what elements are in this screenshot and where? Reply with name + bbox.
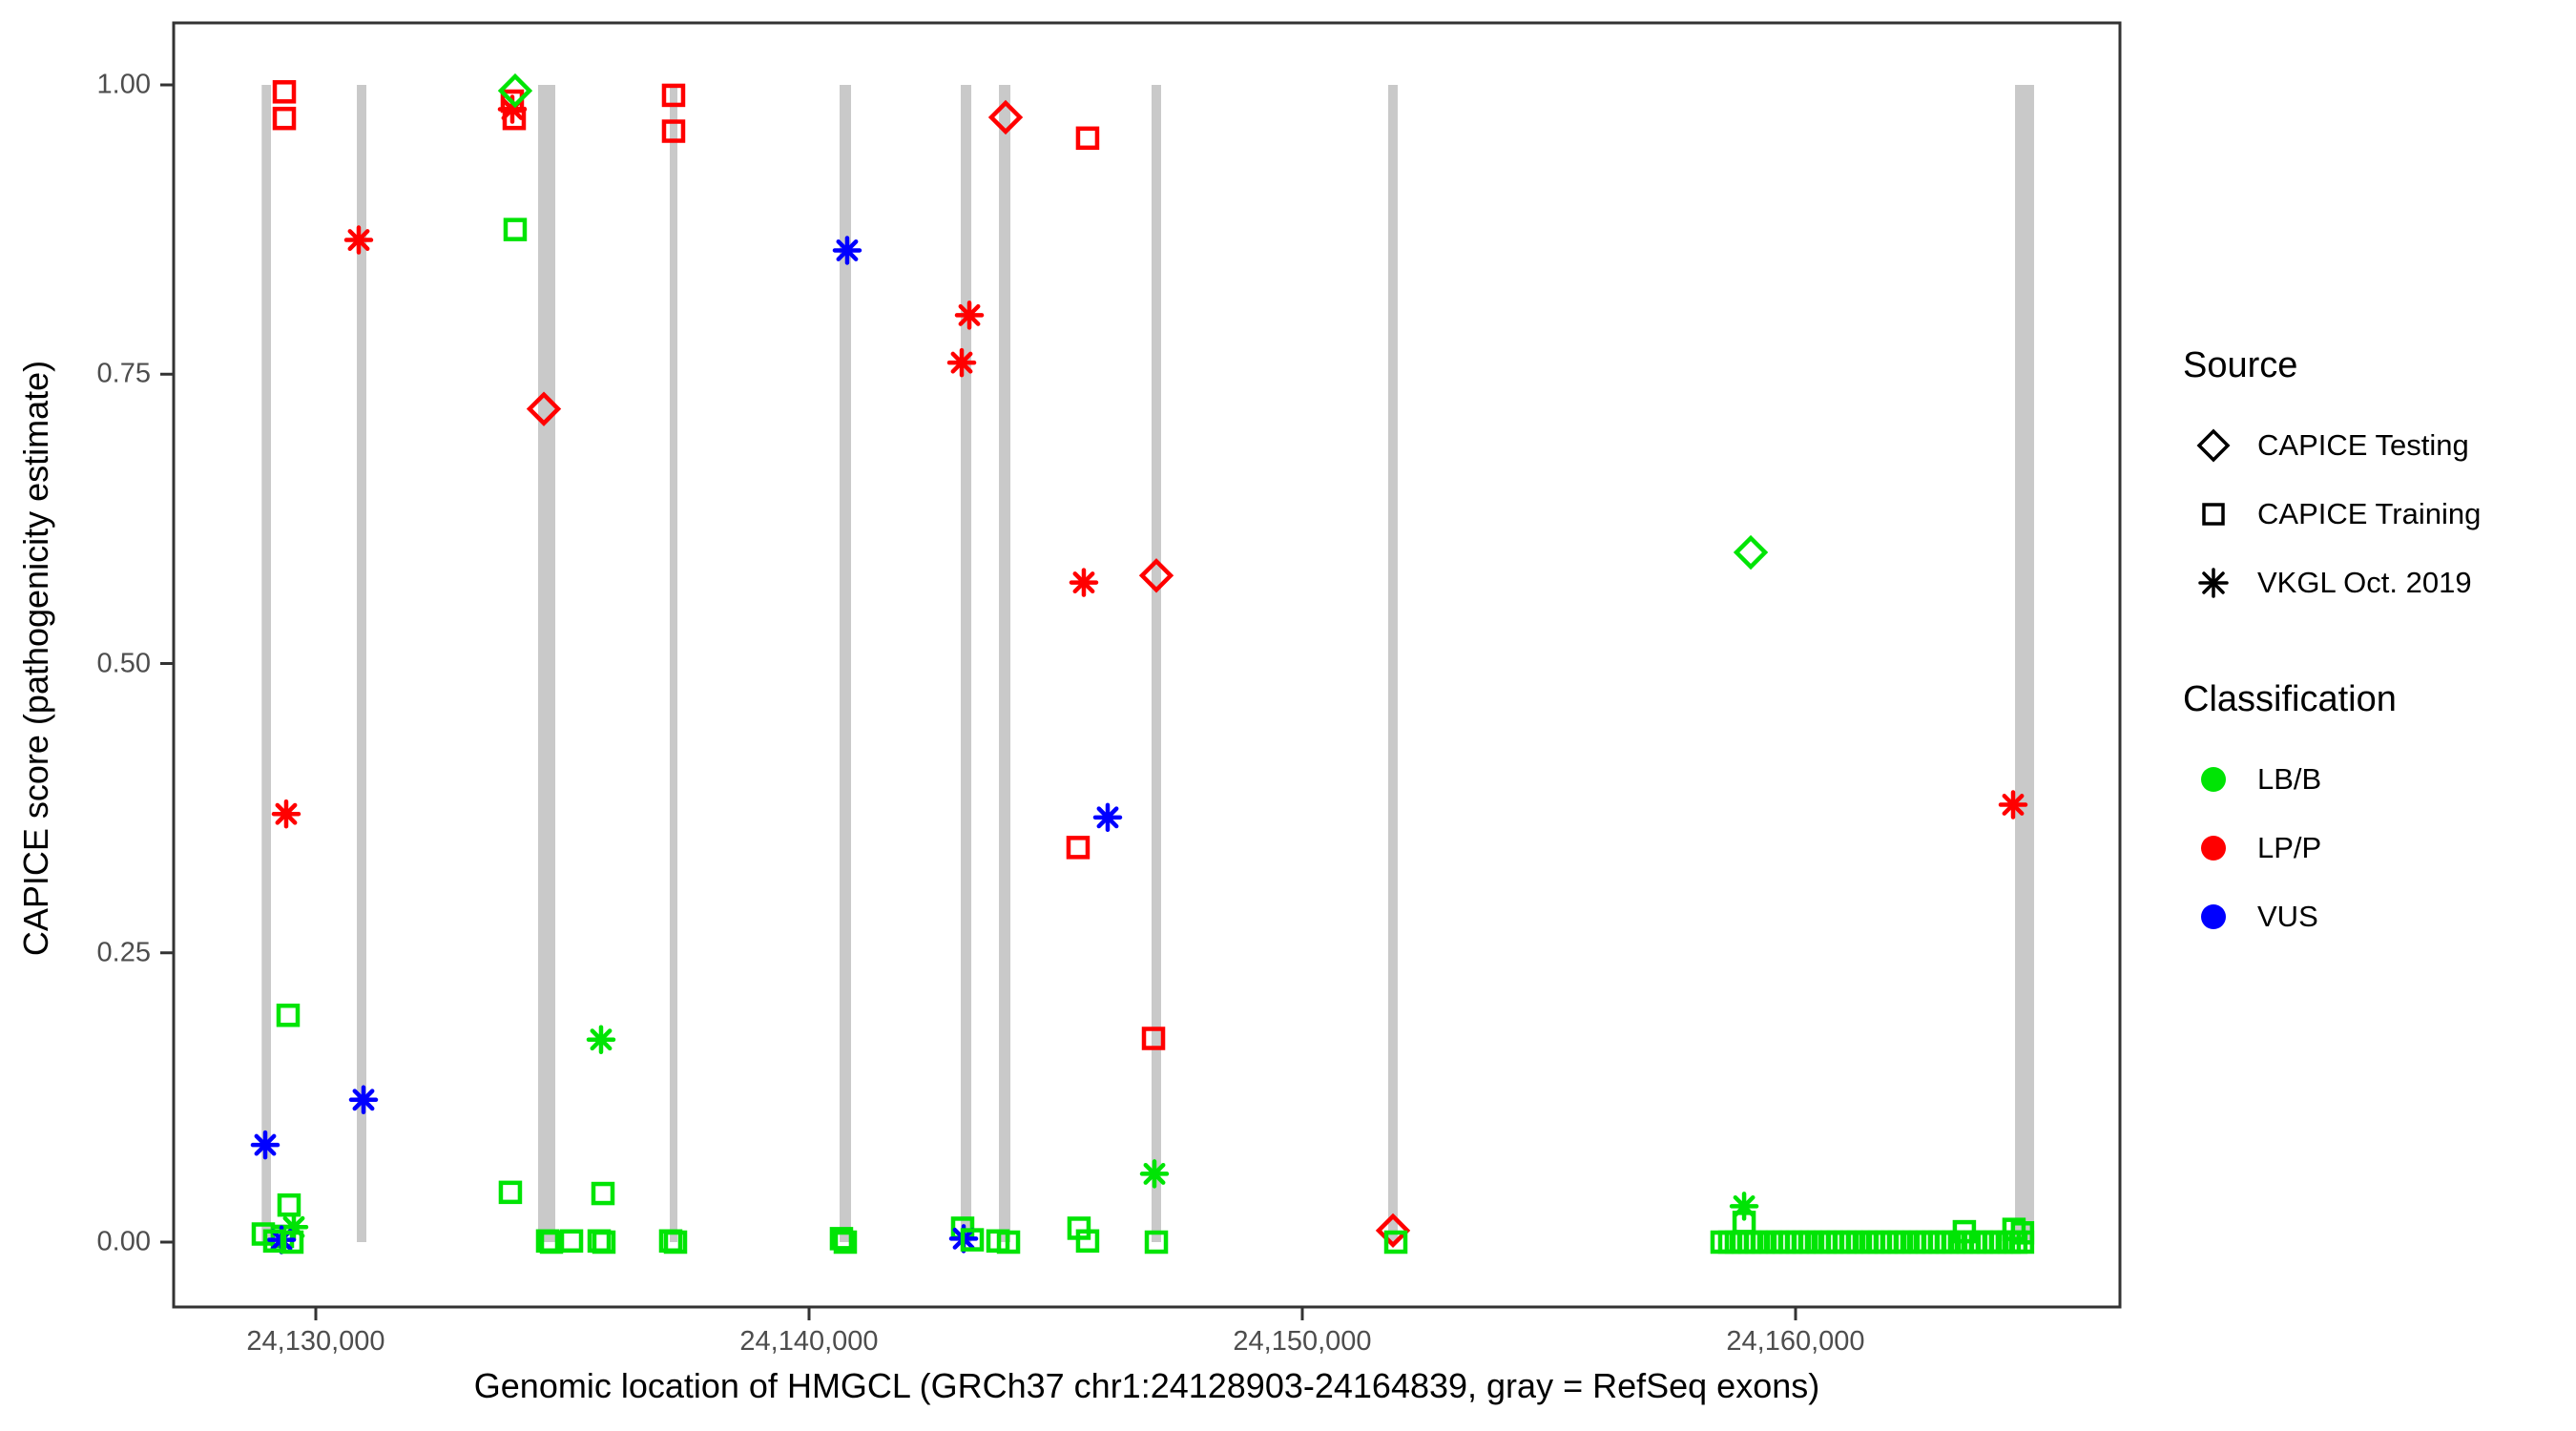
data-point-asterisk bbox=[1069, 568, 1099, 597]
x-axis-title: Genomic location of HMGCL (GRCh37 chr1:2… bbox=[473, 1366, 1820, 1405]
plot-panel bbox=[172, 21, 2122, 1309]
legend-source-title: Source bbox=[2183, 345, 2298, 385]
data-point-asterisk bbox=[348, 1085, 379, 1115]
data-point-square bbox=[1075, 1229, 1100, 1254]
data-point-diamond bbox=[497, 73, 533, 109]
legend-item-lpp: LP/P bbox=[2183, 814, 2397, 882]
data-point-square bbox=[592, 1230, 616, 1255]
data-point-diamond bbox=[987, 99, 1024, 135]
data-point-asterisk bbox=[954, 301, 985, 330]
data-point-square bbox=[1141, 1027, 1166, 1050]
data-point-square bbox=[960, 1228, 985, 1252]
data-point-square bbox=[663, 1230, 688, 1255]
legend-source: Source CAPICE Testing CAPICE Training bbox=[2183, 345, 2481, 617]
asterisk-icon bbox=[2183, 561, 2244, 605]
y-tick-label: 0.50 bbox=[96, 648, 151, 678]
lpp-dot-icon bbox=[2183, 826, 2244, 870]
legend-item-lbb: LB/B bbox=[2183, 745, 2397, 814]
legend-item-capice-testing: CAPICE Testing bbox=[2183, 411, 2481, 480]
lbb-dot-icon bbox=[2183, 757, 2244, 801]
refseq-exon-bar bbox=[669, 85, 678, 1242]
data-point-square bbox=[829, 1227, 854, 1251]
legend-item-capice-training: CAPICE Training bbox=[2183, 480, 2481, 549]
data-point-asterisk bbox=[586, 1025, 616, 1054]
diamond-icon bbox=[2183, 424, 2244, 467]
refseq-exon-bar bbox=[537, 85, 556, 1242]
data-point-diamond bbox=[1375, 1213, 1411, 1249]
legend-label: LB/B bbox=[2257, 762, 2322, 796]
legend-label: CAPICE Testing bbox=[2257, 428, 2469, 462]
refseq-exon-bar bbox=[2015, 85, 2035, 1242]
x-tick-label: 24,140,000 bbox=[739, 1326, 879, 1357]
data-point-square bbox=[498, 1180, 523, 1205]
legend-label: VUS bbox=[2257, 900, 2318, 933]
data-point-square bbox=[272, 80, 297, 104]
data-point-square bbox=[277, 1192, 301, 1217]
data-point-square bbox=[1066, 836, 1091, 860]
refseq-exon-bar bbox=[961, 85, 972, 1242]
data-point-asterisk bbox=[271, 798, 301, 829]
data-point-diamond bbox=[1138, 558, 1174, 593]
data-point-diamond bbox=[526, 391, 562, 426]
data-point-diamond bbox=[1733, 534, 1769, 570]
legend-item-vkgl: VKGL Oct. 2019 bbox=[2183, 549, 2481, 617]
legend-label: LP/P bbox=[2257, 831, 2322, 864]
data-point-square bbox=[272, 106, 297, 131]
data-point-square bbox=[559, 1229, 584, 1254]
square-icon bbox=[2183, 492, 2244, 536]
legend-classification: Classification LB/B LP/P VUS bbox=[2183, 679, 2397, 951]
legend-label: CAPICE Training bbox=[2257, 497, 2482, 530]
legend-classification-title: Classification bbox=[2183, 679, 2397, 719]
data-point-square bbox=[661, 119, 686, 143]
data-point-square bbox=[833, 1230, 858, 1255]
refseq-exon-bar bbox=[261, 85, 272, 1242]
data-point-asterisk bbox=[1139, 1159, 1170, 1189]
data-point-asterisk bbox=[250, 1130, 280, 1160]
y-axis-title: CAPICE score (pathogenicity estimate) bbox=[16, 360, 55, 957]
data-point-square bbox=[1952, 1219, 1977, 1244]
data-point-square bbox=[1732, 1211, 1756, 1234]
data-point-square bbox=[591, 1181, 615, 1206]
refseq-exon-bar bbox=[1388, 85, 1398, 1242]
data-point-square bbox=[2010, 1221, 2035, 1245]
refseq-exon-bar bbox=[840, 85, 851, 1242]
data-point-square bbox=[1383, 1230, 1408, 1255]
data-point-square bbox=[280, 1230, 304, 1255]
data-point-asterisk bbox=[946, 347, 977, 378]
vus-dot-icon bbox=[2183, 895, 2244, 939]
data-point-asterisk bbox=[1092, 802, 1123, 833]
data-point-asterisk bbox=[832, 236, 862, 265]
y-tick-label: 0.25 bbox=[96, 937, 151, 968]
data-point-square bbox=[502, 106, 527, 131]
refseq-exon-bar bbox=[999, 85, 1011, 1242]
data-point-square bbox=[996, 1230, 1021, 1255]
data-point-square bbox=[503, 218, 528, 241]
data-point-square bbox=[276, 1004, 301, 1027]
legend-label: VKGL Oct. 2019 bbox=[2257, 566, 2472, 599]
data-point-asterisk bbox=[343, 225, 374, 255]
y-tick-label: 1.00 bbox=[96, 69, 151, 100]
data-point-square bbox=[1075, 126, 1100, 151]
x-tick-label: 24,130,000 bbox=[246, 1326, 385, 1357]
refseq-exon-bar bbox=[1152, 85, 1161, 1242]
legend-item-vus: VUS bbox=[2183, 882, 2397, 951]
refseq-exon-bar bbox=[357, 85, 366, 1242]
x-tick-label: 24,160,000 bbox=[1726, 1326, 1865, 1357]
x-tick-label: 24,150,000 bbox=[1233, 1326, 1372, 1357]
y-tick-label: 0.00 bbox=[96, 1226, 151, 1257]
y-tick-label: 0.75 bbox=[96, 358, 151, 389]
data-point-asterisk bbox=[1998, 790, 2028, 819]
data-point-square bbox=[1144, 1230, 1169, 1255]
data-point-square bbox=[661, 83, 686, 108]
